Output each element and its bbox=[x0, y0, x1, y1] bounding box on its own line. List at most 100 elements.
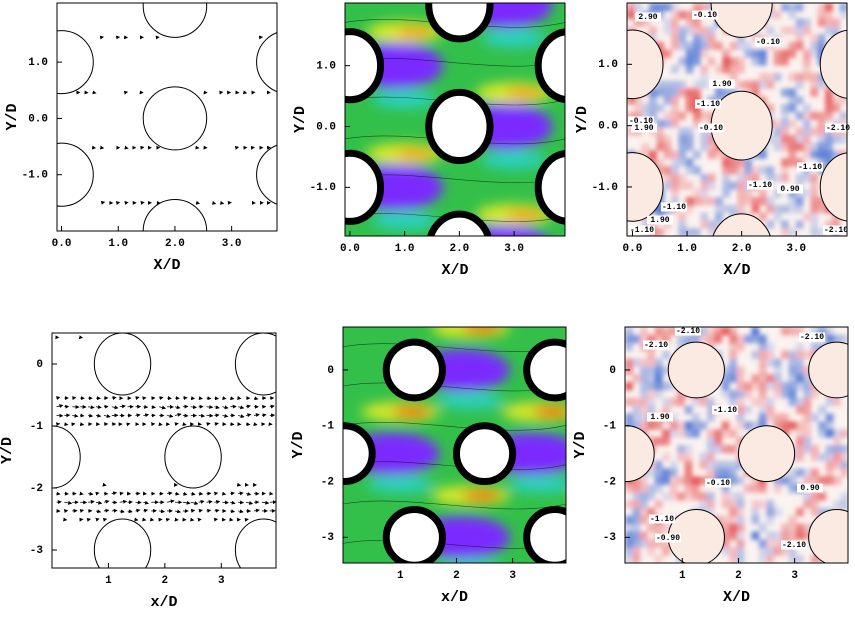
field-cell bbox=[671, 150, 679, 159]
field-cell bbox=[788, 350, 797, 359]
field-cell bbox=[795, 507, 804, 517]
field-cell bbox=[788, 189, 797, 198]
field-cell bbox=[825, 460, 834, 470]
band bbox=[507, 475, 566, 493]
y-tick-label: 1.0 bbox=[316, 61, 336, 73]
field-cell bbox=[788, 468, 797, 477]
field-cell bbox=[691, 484, 700, 493]
field-cell bbox=[639, 484, 648, 493]
field-cell bbox=[743, 382, 752, 391]
field-cell bbox=[691, 397, 700, 407]
field-cell bbox=[737, 204, 745, 214]
field-cell bbox=[715, 150, 723, 159]
field-cell bbox=[647, 389, 656, 399]
contour-label-bg bbox=[747, 180, 773, 190]
field-cell bbox=[649, 150, 657, 159]
field-cell bbox=[627, 127, 635, 136]
vector-arrow bbox=[159, 405, 167, 410]
contour-label: -1.10 bbox=[662, 203, 686, 212]
field-cell bbox=[736, 515, 745, 525]
field-cell bbox=[707, 135, 716, 144]
field-cell bbox=[707, 142, 716, 152]
panel: -2.10 -2.10 -2.10 1.90 -1.10 -0.10 0.90 -1.10 -0… bbox=[572, 326, 849, 606]
y-axis-label: Y/D bbox=[0, 437, 16, 464]
vector-arrow bbox=[143, 500, 149, 505]
field-cell bbox=[833, 445, 842, 454]
field-cell bbox=[715, 65, 723, 74]
field-cell bbox=[736, 421, 745, 430]
vector-arrow bbox=[222, 396, 227, 401]
vector-arrow bbox=[56, 404, 64, 409]
y-tick-label: 0 bbox=[609, 365, 616, 377]
field-cell bbox=[833, 429, 842, 438]
field-cell bbox=[736, 334, 745, 344]
field-cell bbox=[677, 452, 685, 462]
vector-arrow bbox=[79, 422, 85, 427]
field-cell bbox=[788, 531, 797, 540]
field-cell bbox=[773, 10, 782, 20]
vector-arrow bbox=[119, 509, 125, 514]
vector-arrow bbox=[103, 508, 110, 513]
field-cell bbox=[721, 539, 730, 548]
field-cell bbox=[803, 103, 811, 113]
y-axis-label: Y/D bbox=[290, 431, 307, 458]
field-cell bbox=[662, 539, 671, 548]
field-cell bbox=[810, 173, 819, 183]
field-cell bbox=[662, 468, 671, 477]
field-cell bbox=[627, 3, 635, 12]
field-cell bbox=[693, 80, 701, 89]
vector-arrow bbox=[167, 414, 174, 418]
field-cell bbox=[744, 41, 753, 51]
x-tick-label: 2 bbox=[162, 575, 169, 587]
field-cell bbox=[781, 142, 789, 152]
field-cell bbox=[743, 334, 752, 344]
field-cell bbox=[736, 547, 745, 556]
field-cell bbox=[639, 515, 648, 525]
field-cell bbox=[825, 334, 834, 344]
cylinder bbox=[382, 505, 446, 563]
vector-arrow bbox=[269, 404, 275, 409]
field-cell bbox=[729, 41, 738, 51]
field-cell bbox=[647, 492, 656, 501]
field-cell bbox=[758, 366, 767, 375]
field-cell bbox=[817, 127, 826, 136]
field-cell bbox=[766, 397, 775, 407]
field-cell bbox=[707, 41, 716, 51]
field-cell bbox=[647, 507, 656, 517]
field-cell bbox=[641, 111, 650, 120]
y-tick-label: -1 bbox=[30, 421, 44, 433]
field-cell bbox=[654, 358, 663, 367]
field-cell bbox=[656, 135, 665, 144]
peak bbox=[532, 406, 566, 417]
cylinder bbox=[710, 3, 773, 38]
peak bbox=[391, 406, 432, 417]
cylinder bbox=[234, 518, 276, 568]
vector-arrow bbox=[261, 413, 267, 418]
field-cell bbox=[691, 421, 700, 430]
field-cell bbox=[788, 374, 797, 383]
field-cell bbox=[758, 523, 767, 533]
contour-label: -1.10 bbox=[650, 515, 674, 524]
field-cell bbox=[700, 189, 709, 198]
cylinder bbox=[52, 425, 81, 489]
field-cell bbox=[803, 127, 811, 136]
field-cell bbox=[639, 500, 648, 509]
field-cell bbox=[788, 547, 797, 556]
field-cell bbox=[788, 366, 797, 375]
y-tick-label: 0.0 bbox=[28, 113, 48, 125]
field-cell bbox=[691, 334, 700, 344]
vector-arrow bbox=[174, 422, 179, 427]
field-cell bbox=[714, 445, 723, 454]
field-cell bbox=[729, 327, 737, 336]
field-cell bbox=[627, 111, 635, 120]
field-cell bbox=[751, 327, 760, 336]
field-cell bbox=[663, 150, 672, 159]
field-cell bbox=[833, 334, 842, 344]
field-cell bbox=[788, 515, 797, 525]
y-tick-label: 0.0 bbox=[598, 121, 618, 133]
field-cell bbox=[781, 166, 789, 175]
field-cell bbox=[693, 88, 701, 97]
field-cell bbox=[773, 173, 782, 183]
field-cell bbox=[632, 523, 641, 533]
field-cell bbox=[699, 334, 708, 344]
